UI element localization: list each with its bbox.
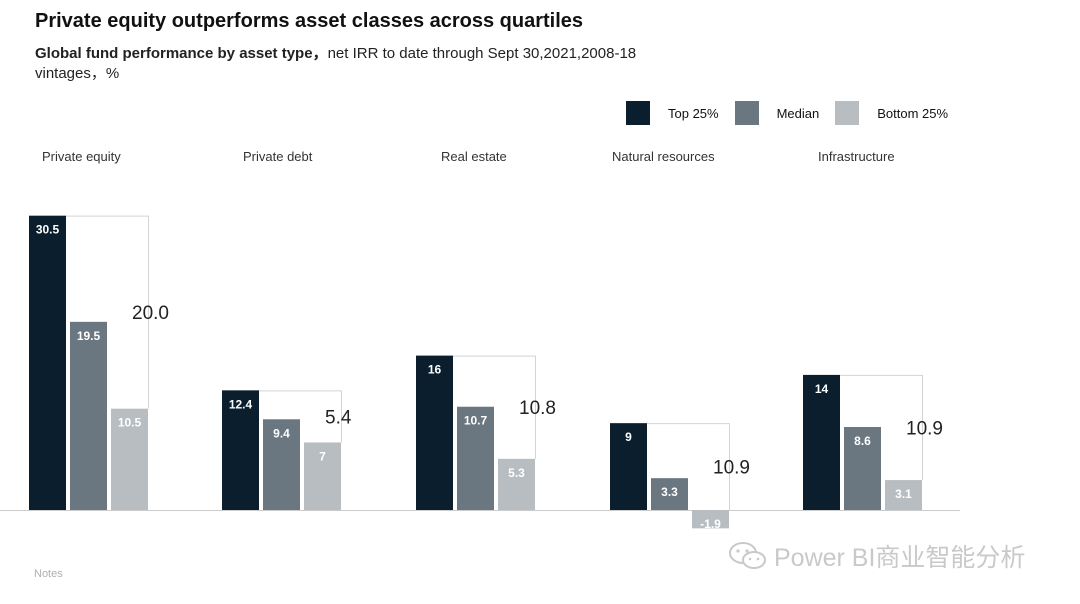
subtitle-bold: Global fund performance by asset type，	[35, 45, 328, 62]
category-label: Natural resources	[612, 149, 715, 164]
legend-label-median: Median	[776, 105, 820, 121]
legend-label-top: Top 25%	[668, 105, 719, 121]
legend-swatch-top	[626, 101, 650, 125]
data-label-top: 30.5	[36, 223, 60, 237]
data-label-bottom: 7	[319, 449, 326, 463]
data-label-median: 19.5	[77, 329, 101, 343]
data-label-bottom: 5.3	[508, 466, 525, 480]
legend-item-bottom: Bottom 25%	[835, 101, 948, 125]
legend-label-bottom: Bottom 25%	[877, 105, 949, 121]
watermark-text: Power BI商业智能分析	[774, 544, 1026, 572]
subtitle-rest: net IRR to date through Sept 30,2021,200…	[35, 45, 637, 82]
bar-bottom	[111, 408, 148, 510]
bar-median	[844, 427, 881, 510]
chart-title: Private equity outperforms asset classes…	[35, 10, 584, 32]
category-label: Private debt	[243, 149, 313, 164]
data-label-bottom: 3.1	[895, 487, 912, 501]
bar-top	[222, 390, 259, 510]
data-label-top: 14	[815, 382, 829, 396]
category-label: Real estate	[441, 149, 507, 164]
bar-median	[651, 478, 688, 510]
legend-swatch-bottom	[835, 101, 860, 125]
data-label-top: 9	[625, 430, 632, 444]
bar-median	[70, 321, 107, 510]
category-label: Private equity	[42, 149, 121, 164]
spread-label: 20.0	[132, 303, 169, 324]
legend-item-top: Top 25%	[626, 101, 719, 125]
legend-item-median: Median	[734, 101, 820, 125]
data-label-median: 10.7	[464, 414, 488, 428]
data-label-bottom: 10.5	[118, 416, 142, 430]
spread-label: 5.4	[325, 407, 352, 428]
data-label-median: 3.3	[661, 485, 678, 499]
bar-median	[263, 419, 300, 510]
spread-label: 10.9	[713, 458, 750, 479]
legend-swatch-median	[734, 101, 759, 125]
category-label: Infrastructure	[818, 149, 895, 164]
spread-label: 10.8	[519, 398, 556, 419]
data-label-top: 16	[428, 363, 442, 377]
data-label-bottom: -1.9	[700, 517, 721, 531]
bar-bottom	[692, 510, 729, 529]
bar-top	[610, 423, 647, 510]
watermark: Power BI商业智能分析	[728, 538, 1025, 574]
chart-subtitle: Global fund performance by asset type，ne…	[35, 44, 675, 84]
data-label-median: 8.6	[854, 434, 871, 448]
data-label-top: 12.4	[229, 397, 253, 411]
bar-top	[29, 215, 66, 511]
spread-bracket	[840, 374, 923, 481]
bar-bottom	[498, 458, 535, 510]
bar-median	[457, 406, 494, 510]
spread-bracket	[259, 390, 342, 443]
bar-bottom	[885, 480, 922, 510]
spread-label: 10.9	[906, 418, 943, 439]
bar-bottom	[304, 442, 341, 510]
spread-bracket	[647, 423, 730, 510]
legend: Top 25% Median Bottom 25%	[626, 100, 964, 126]
bar-top	[803, 374, 840, 510]
spread-bracket	[66, 215, 149, 409]
bar-top	[416, 355, 453, 510]
data-label-median: 9.4	[273, 426, 290, 440]
notes-label: Notes	[34, 568, 63, 580]
wechat-icon	[729, 542, 766, 569]
spread-bracket	[453, 355, 536, 459]
